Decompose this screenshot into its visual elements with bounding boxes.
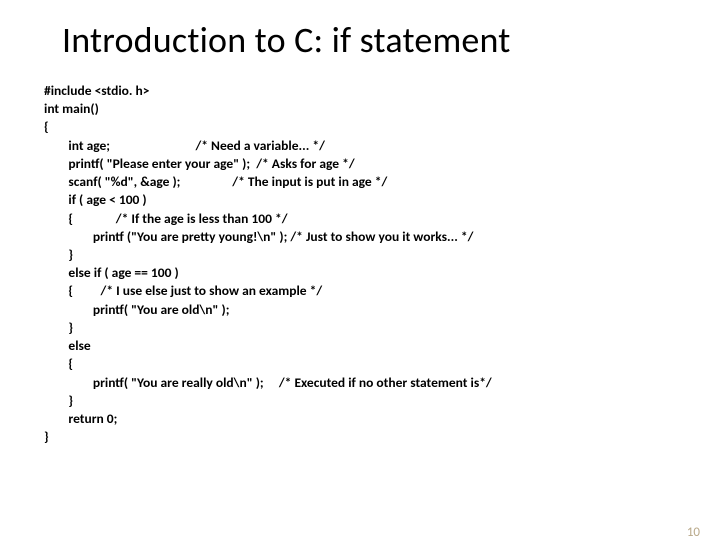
code-line: { /* If the age is less than 100 */	[44, 210, 288, 227]
code-line: printf( "You are really old\n" ); /* Exe…	[44, 374, 492, 391]
code-line: printf( "You are old\n" );	[44, 301, 229, 318]
code-line: #include <stdio. h>	[44, 82, 150, 99]
code-line: }	[44, 392, 73, 409]
code-line: return 0;	[44, 410, 117, 427]
slide-number: 10	[687, 525, 700, 540]
code-line: int main()	[44, 100, 99, 117]
code-line: { /* I use else just to show an example …	[44, 282, 322, 299]
code-block: #include <stdio. h> int main() { int age…	[44, 82, 720, 446]
code-line: else	[44, 337, 91, 354]
code-line: }	[44, 428, 49, 445]
code-line: {	[44, 118, 49, 135]
code-line: printf( "Please enter your age" ); /* As…	[44, 155, 355, 172]
code-line: else if ( age == 100 )	[44, 264, 179, 281]
code-line: if ( age < 100 )	[44, 191, 147, 208]
code-line: printf ("You are pretty young!\n" ); /* …	[44, 228, 473, 245]
code-line: }	[44, 246, 73, 263]
code-line: {	[44, 355, 73, 372]
code-line: }	[44, 319, 73, 336]
code-line: scanf( "%d", &age ); /* The input is put…	[44, 173, 387, 190]
code-line: int age; /* Need a variable... */	[44, 137, 325, 154]
page-title: Introduction to C: if statement	[62, 18, 720, 62]
